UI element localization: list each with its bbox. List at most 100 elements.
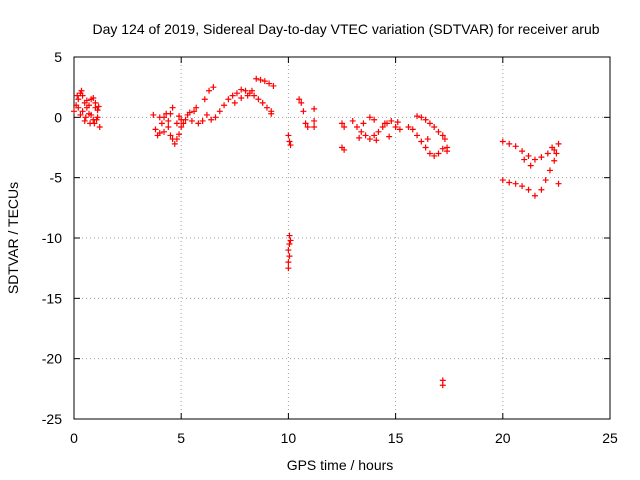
data-point [298,99,305,106]
data-point [287,237,294,244]
data-point [94,107,101,114]
data-point [311,123,318,130]
data-point [255,96,262,103]
y-tick-label: -15 [42,290,62,306]
data-point [555,140,562,147]
data-point [531,192,538,199]
data-point [263,104,270,111]
data-point [431,123,438,130]
data-point [300,108,307,115]
data-point [371,116,378,123]
data-point [311,117,318,124]
data-point [499,138,506,145]
data-point [75,96,82,103]
data-point [409,126,416,133]
data-point [173,120,180,127]
data-point [525,152,532,159]
data-point [208,116,215,123]
data-point [216,108,223,115]
data-point [180,120,187,127]
data-point [86,102,93,109]
data-point [302,120,309,127]
data-point [444,148,451,155]
data-point [195,120,202,127]
data-point [381,120,388,127]
data-point [91,120,98,127]
data-point [521,156,528,163]
data-point [418,138,425,145]
data-point [431,152,438,159]
data-point [512,180,519,187]
grid-lines [74,57,610,419]
data-point [531,156,538,163]
data-point [287,142,294,149]
data-point [77,111,84,118]
data-point [96,123,103,130]
y-tick-label: 5 [54,49,62,65]
x-tick-label: 5 [177,430,185,446]
data-point [221,102,228,109]
data-point [435,128,442,135]
data-point [426,150,433,157]
data-point [193,104,200,111]
data-point [158,120,165,127]
data-point [396,126,403,133]
data-point [542,177,549,184]
data-point [79,92,86,99]
data-point [499,177,506,184]
data-point [225,96,232,103]
x-tick-label: 15 [388,430,404,446]
data-point [165,123,172,130]
data-point [210,84,217,91]
data-point [371,132,378,139]
data-point [551,157,558,164]
data-point [93,116,100,123]
data-point [152,126,159,133]
data-point [178,116,185,123]
x-tick-label: 10 [281,430,297,446]
data-point [349,117,356,124]
data-point [191,108,198,115]
data-point [92,99,99,106]
data-point [519,183,526,190]
data-point [286,138,293,145]
data-point [392,123,399,130]
data-point [176,113,183,120]
data-point [356,134,363,141]
data-point [161,128,168,135]
data-point [360,120,367,127]
data-point [150,111,157,118]
data-point [169,104,176,111]
data-point [268,110,275,117]
data-point [538,186,545,193]
data-point [506,179,513,186]
y-tick-label: -20 [42,351,62,367]
data-point [206,87,213,94]
data-point [176,131,183,138]
data-point [88,111,95,118]
data-point [553,150,560,157]
data-point [203,111,210,118]
data-points [71,75,562,389]
data-point [261,78,268,85]
data-point [426,120,433,127]
data-point [242,87,249,94]
data-point [75,104,82,111]
data-point [266,80,273,87]
data-point [366,114,373,121]
data-point [341,123,348,130]
data-point [212,114,219,121]
data-point [414,132,421,139]
data-point [244,92,251,99]
data-point [90,95,97,102]
data-point [555,180,562,187]
data-point [229,92,236,99]
chart-title: Day 124 of 2019, Sidereal Day-to-day VTE… [92,21,599,37]
y-axis-label: SDTVAR / TECUs [5,182,21,294]
data-point [285,247,292,254]
data-point [199,117,206,124]
data-point [171,140,178,147]
data-point [394,119,401,126]
data-point [173,136,180,143]
